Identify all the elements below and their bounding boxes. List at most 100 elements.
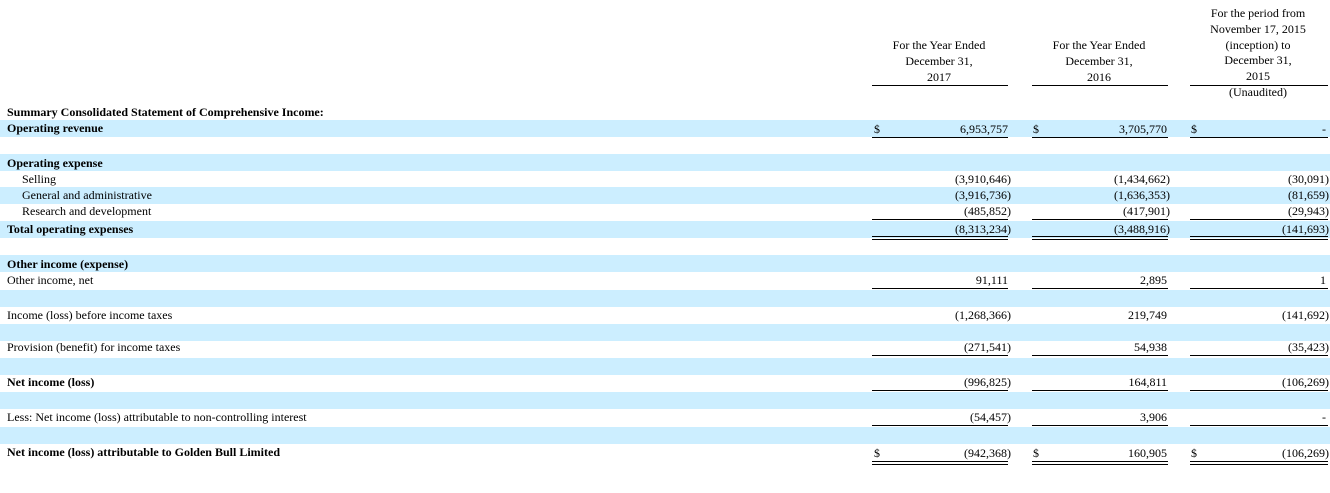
value-cell: 2,895 (1140, 273, 1167, 287)
header-line: For the Year Ended (892, 38, 986, 52)
value-cell: (141,692) (1282, 308, 1329, 322)
header-line: December 31, (905, 53, 973, 68)
value-cell: 3,705,770 (1119, 122, 1167, 136)
double-underline (872, 236, 1008, 240)
underline (1032, 219, 1168, 220)
currency-symbol: $ (1191, 122, 1197, 136)
row-band (0, 120, 1330, 137)
value-cell: 164,811 (1128, 375, 1167, 389)
label-research-dev: Research and development (22, 204, 152, 218)
row-band (0, 154, 1330, 171)
value-cell: (35,423) (1288, 340, 1329, 354)
underline (1190, 425, 1328, 426)
currency-symbol: $ (1191, 446, 1197, 460)
value-cell: 6,953,757 (960, 122, 1008, 136)
double-underline (1032, 236, 1168, 240)
row-band (0, 255, 1330, 272)
value-cell: (3,910,646) (955, 172, 1011, 186)
header-line: 2015 (1246, 69, 1270, 84)
underline (1032, 137, 1168, 138)
double-underline (1032, 461, 1168, 465)
header-underline (1190, 85, 1328, 86)
value-cell: (8,313,234) (955, 222, 1011, 236)
value-cell: (485,852) (964, 204, 1011, 218)
currency-symbol: $ (1033, 446, 1039, 460)
section-title: Summary Consolidated Statement of Compre… (7, 105, 324, 119)
row-band (0, 427, 1330, 444)
value-cell: (942,368) (964, 446, 1011, 460)
currency-symbol: $ (1033, 122, 1039, 136)
underline (872, 219, 1008, 220)
value-cell: (81,659) (1288, 188, 1329, 202)
value-cell: (29,943) (1288, 204, 1329, 218)
underline (1032, 355, 1168, 356)
header-line: (inception) to (1225, 37, 1291, 52)
value-cell: (1,434,662) (1114, 172, 1170, 186)
header-line: For the period from (1210, 6, 1306, 20)
value-cell: (141,693) (1282, 222, 1329, 236)
underline (1032, 425, 1168, 426)
header-line-unaudited: (Unaudited) (1229, 84, 1287, 99)
value-cell: (996,825) (964, 375, 1011, 389)
underline (872, 425, 1008, 426)
value-cell: (106,269) (1282, 446, 1329, 460)
double-underline (1190, 236, 1328, 240)
value-cell: - (1322, 122, 1326, 136)
underline (872, 355, 1008, 356)
value-cell: (3,916,736) (955, 188, 1011, 202)
column-header-2016: For the Year Ended December 31, 2016 (1030, 38, 1168, 85)
value-cell: (417,901) (1123, 204, 1170, 218)
header-line: For the Year Ended (1052, 38, 1146, 52)
underline (872, 390, 1008, 391)
underline (1190, 390, 1328, 391)
value-cell: 91,111 (975, 273, 1008, 287)
column-header-2017: For the Year Ended December 31, 2017 (870, 38, 1008, 85)
label-provision: Provision (benefit) for income taxes (7, 340, 181, 354)
row-band (0, 221, 1330, 238)
currency-symbol: $ (874, 122, 880, 136)
header-line: December 31, (1224, 53, 1292, 68)
value-cell: (1,636,353) (1114, 188, 1170, 202)
value-cell: 219,749 (1128, 308, 1167, 322)
row-band (0, 290, 1330, 307)
value-cell: 54,938 (1134, 340, 1167, 354)
value-cell: 1 (1320, 273, 1326, 287)
underline (872, 137, 1008, 138)
underline (1190, 355, 1328, 356)
underline (1190, 137, 1328, 138)
row-band (0, 324, 1330, 341)
value-cell: (271,541) (964, 340, 1011, 354)
label-net-income-gbl: Net income (loss) attributable to Golden… (7, 445, 280, 459)
header-line: 2016 (1087, 69, 1111, 84)
row-band (0, 358, 1330, 375)
header-line: December 31, (1065, 53, 1133, 68)
double-underline (1190, 461, 1328, 465)
label-operating-revenue: Operating revenue (7, 121, 104, 135)
header-underline (1032, 85, 1168, 86)
underline (872, 288, 1008, 289)
underline (1032, 288, 1168, 289)
label-nci: Less: Net income (loss) attributable to … (7, 410, 307, 424)
row-band (0, 187, 1330, 204)
value-cell: (106,269) (1282, 375, 1329, 389)
value-cell: (54,457) (970, 410, 1011, 424)
currency-symbol: $ (874, 446, 880, 460)
label-total-operating: Total operating expenses (7, 222, 134, 236)
label-selling: Selling (22, 172, 57, 186)
double-underline (872, 461, 1008, 465)
column-header-2015: For the period from November 17, 2015 (i… (1188, 6, 1328, 101)
underline (1032, 390, 1168, 391)
value-cell: - (1322, 410, 1326, 424)
label-other-income-expense: Other income (expense) (7, 257, 129, 271)
value-cell: (3,488,916) (1114, 222, 1170, 236)
label-general-admin: General and administrative (22, 188, 152, 202)
value-cell: 3,906 (1140, 410, 1167, 424)
value-cell: 160,905 (1128, 446, 1167, 460)
value-cell: (30,091) (1288, 172, 1329, 186)
label-other-income-net: Other income, net (7, 273, 94, 287)
underline (1190, 288, 1328, 289)
label-net-income: Net income (loss) (7, 375, 95, 389)
underline (1190, 219, 1328, 220)
header-underline (872, 85, 1008, 86)
row-band (0, 392, 1330, 409)
